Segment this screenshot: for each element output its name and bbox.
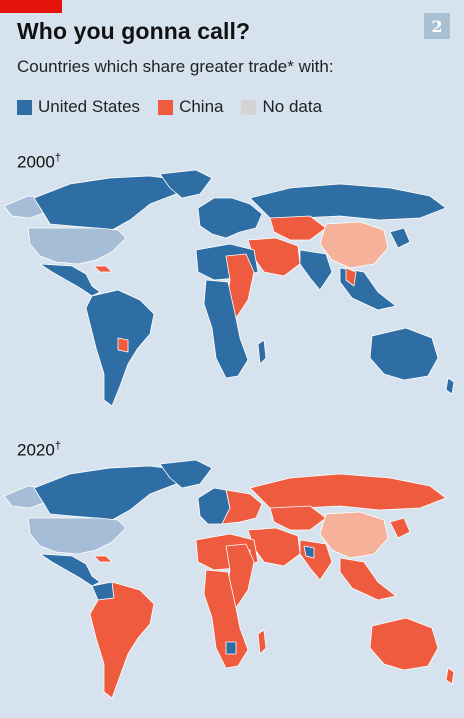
region-central-africa bbox=[203, 569, 249, 669]
region-africa-east bbox=[225, 543, 255, 609]
region-botswana bbox=[225, 641, 237, 655]
region-vietnam bbox=[345, 267, 357, 287]
legend-swatch-china bbox=[158, 99, 174, 115]
region-southeast-asia bbox=[339, 557, 397, 601]
legend-swatch-us bbox=[17, 99, 32, 115]
region-madagascar bbox=[257, 339, 267, 365]
world-map-2020 bbox=[3, 459, 455, 699]
region-australia bbox=[369, 617, 439, 671]
region-china bbox=[319, 511, 389, 559]
world-map-2000 bbox=[3, 169, 455, 407]
chart-title: Who you gonna call? bbox=[17, 18, 251, 44]
legend-swatch-no-data bbox=[241, 99, 257, 115]
region-india-us bbox=[303, 545, 315, 559]
region-usa bbox=[27, 517, 127, 555]
legend-label: United States bbox=[38, 97, 141, 116]
legend-item-united-states: United States bbox=[17, 97, 140, 117]
year-label-2000: 2000† bbox=[17, 152, 61, 172]
region-mexico bbox=[39, 263, 101, 297]
legend-label: No data bbox=[262, 97, 323, 116]
region-south-asia bbox=[299, 249, 333, 291]
legend-label: China bbox=[179, 97, 224, 116]
region-korea-japan bbox=[389, 227, 411, 249]
legend: United States China No data bbox=[17, 97, 340, 117]
region-australia bbox=[369, 327, 439, 381]
region-europe bbox=[197, 197, 263, 239]
region-paraguay bbox=[117, 337, 129, 353]
region-russia bbox=[249, 183, 447, 221]
legend-item-no-data: No data bbox=[241, 97, 322, 117]
region-central-africa bbox=[203, 279, 249, 379]
region-caribbean bbox=[93, 265, 113, 273]
region-canada bbox=[33, 175, 181, 231]
year-label-2020: 2020† bbox=[17, 440, 61, 460]
region-central-asia bbox=[269, 215, 327, 241]
region-new-zealand bbox=[445, 377, 455, 395]
region-new-zealand bbox=[445, 667, 455, 685]
region-greenland bbox=[159, 169, 213, 199]
region-korea-japan bbox=[389, 517, 411, 539]
region-greenland bbox=[159, 459, 213, 489]
region-central-asia bbox=[269, 505, 327, 531]
brand-tag bbox=[0, 0, 62, 13]
region-europe-east bbox=[221, 489, 263, 525]
region-russia bbox=[249, 473, 447, 511]
region-africa-china bbox=[225, 253, 255, 319]
chart-subtitle: Countries which share greater trade* wit… bbox=[17, 57, 334, 76]
chart-number-badge: 2 bbox=[424, 13, 450, 39]
region-canada bbox=[33, 465, 181, 521]
region-usa bbox=[27, 227, 127, 265]
region-mexico bbox=[39, 553, 101, 587]
legend-item-china: China bbox=[158, 97, 223, 117]
region-caribbean bbox=[93, 555, 113, 563]
region-china bbox=[319, 221, 389, 269]
region-south-america bbox=[89, 581, 155, 699]
region-madagascar bbox=[257, 629, 267, 655]
